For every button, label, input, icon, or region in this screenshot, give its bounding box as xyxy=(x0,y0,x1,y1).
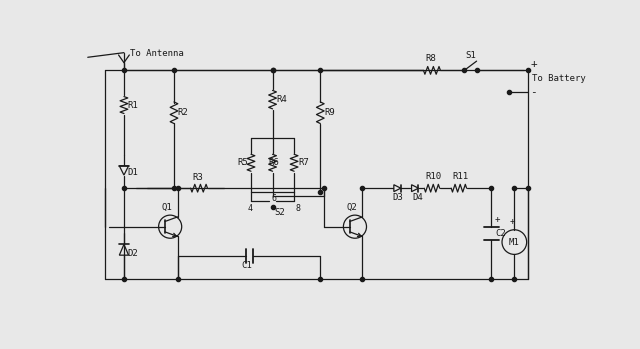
Text: R8: R8 xyxy=(426,54,436,64)
Text: 8: 8 xyxy=(296,205,301,214)
Text: To Antenna: To Antenna xyxy=(130,49,184,58)
Text: R5: R5 xyxy=(237,158,248,167)
Text: R11: R11 xyxy=(452,172,469,181)
Text: D2: D2 xyxy=(128,249,138,258)
Text: +: + xyxy=(494,215,500,224)
Text: +: + xyxy=(509,217,515,226)
Text: To Battery: To Battery xyxy=(532,74,586,83)
Text: R6: R6 xyxy=(269,158,280,167)
Text: -: - xyxy=(531,87,537,97)
Text: D4: D4 xyxy=(412,193,422,202)
Text: R1: R1 xyxy=(128,101,138,110)
Text: R7: R7 xyxy=(298,158,308,167)
Text: R4: R4 xyxy=(276,95,287,104)
Text: R2: R2 xyxy=(178,108,189,117)
Text: M1: M1 xyxy=(509,238,520,247)
Text: S1: S1 xyxy=(466,51,477,60)
Text: C2: C2 xyxy=(495,229,506,238)
Text: D1: D1 xyxy=(128,168,138,177)
Text: C1: C1 xyxy=(242,261,253,270)
Text: Q1: Q1 xyxy=(162,203,172,212)
Text: R3: R3 xyxy=(193,173,204,182)
Text: R10: R10 xyxy=(426,172,442,181)
Text: 4: 4 xyxy=(248,205,253,214)
Text: +: + xyxy=(531,59,537,69)
Text: S2: S2 xyxy=(275,208,285,216)
Text: Q2: Q2 xyxy=(346,203,357,212)
Text: D3: D3 xyxy=(393,193,403,202)
Text: 6: 6 xyxy=(271,194,276,203)
Text: R9: R9 xyxy=(324,108,335,117)
